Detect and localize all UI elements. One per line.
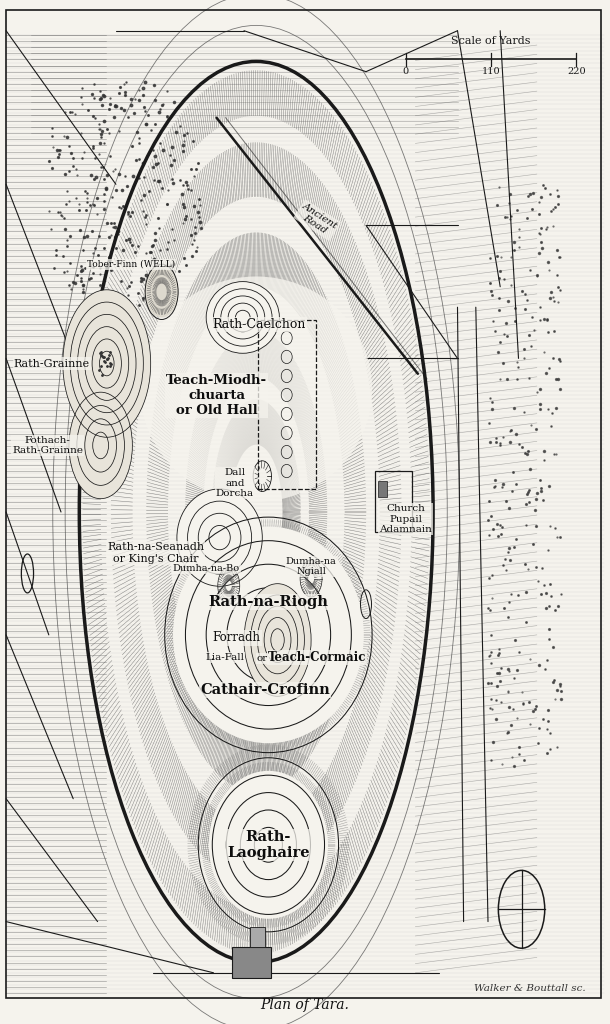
Circle shape bbox=[69, 392, 132, 499]
Text: 110: 110 bbox=[482, 67, 500, 76]
Text: Rath-Grainne: Rath-Grainne bbox=[14, 358, 90, 369]
Text: Tober-Finn (WELL): Tober-Finn (WELL) bbox=[87, 260, 175, 268]
Text: Church
Pupail
Adamnain: Church Pupail Adamnain bbox=[379, 504, 432, 535]
Text: Dall
and
Dorcha: Dall and Dorcha bbox=[216, 468, 254, 499]
Text: Rath-na-Seanadh
or King's Chair: Rath-na-Seanadh or King's Chair bbox=[107, 542, 204, 564]
Text: Ancient
Road: Ancient Road bbox=[295, 201, 339, 240]
Text: Teach-Miodh-
chuarta
or Old Hall: Teach-Miodh- chuarta or Old Hall bbox=[166, 374, 267, 417]
Bar bbox=[257, 319, 316, 489]
Bar bbox=[250, 927, 265, 947]
Text: 220: 220 bbox=[567, 67, 586, 76]
Ellipse shape bbox=[206, 282, 279, 353]
Text: or: or bbox=[257, 654, 268, 663]
Bar bbox=[232, 947, 271, 978]
Ellipse shape bbox=[145, 266, 179, 317]
Text: Plan of Tara.: Plan of Tara. bbox=[260, 997, 350, 1012]
Text: Fothach-
Rath-Grainne: Fothach- Rath-Grainne bbox=[12, 436, 83, 455]
Text: Rath-Caelchon: Rath-Caelchon bbox=[212, 318, 306, 331]
Ellipse shape bbox=[209, 771, 328, 919]
Bar bbox=[378, 481, 387, 497]
Bar bbox=[375, 471, 412, 532]
Ellipse shape bbox=[140, 276, 372, 502]
Text: Dumha-na-Bo: Dumha-na-Bo bbox=[173, 564, 240, 572]
Text: Dumha-na
Ngiall: Dumha-na Ngiall bbox=[285, 557, 337, 575]
Text: 0: 0 bbox=[403, 67, 409, 76]
Text: Teach-Cormaic: Teach-Cormaic bbox=[268, 651, 367, 664]
Text: Scale of Yards: Scale of Yards bbox=[451, 36, 531, 46]
Ellipse shape bbox=[177, 489, 262, 586]
Circle shape bbox=[244, 584, 311, 696]
Text: Walker & Bouttall sc.: Walker & Bouttall sc. bbox=[474, 984, 586, 993]
Ellipse shape bbox=[173, 526, 364, 743]
Text: Lia-Fall: Lia-Fall bbox=[205, 653, 244, 662]
Circle shape bbox=[63, 290, 151, 437]
Text: Forradh: Forradh bbox=[213, 632, 260, 644]
Text: Cathair-Crofinn: Cathair-Crofinn bbox=[201, 683, 330, 697]
Text: Rath-
Laoghaire: Rath- Laoghaire bbox=[227, 829, 310, 860]
Text: Rath-na-Riogh: Rath-na-Riogh bbox=[209, 595, 328, 609]
